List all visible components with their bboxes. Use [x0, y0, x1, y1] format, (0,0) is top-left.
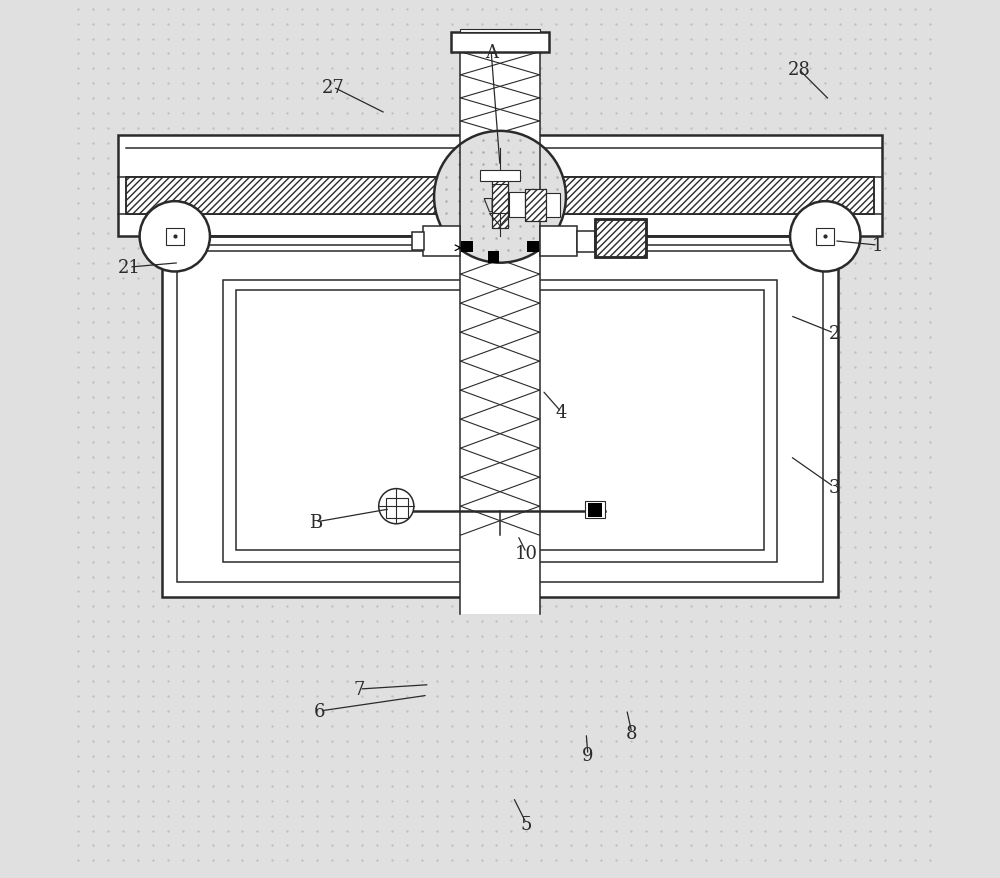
Bar	[509, 193, 525, 218]
Text: 4: 4	[556, 404, 567, 421]
Circle shape	[140, 202, 210, 272]
Text: 21: 21	[118, 259, 140, 277]
Bar	[126, 177, 874, 215]
Bar	[577, 232, 595, 253]
Bar	[585, 501, 605, 519]
Text: 3: 3	[828, 479, 840, 496]
Circle shape	[379, 489, 414, 524]
Bar	[816, 228, 834, 246]
Bar	[588, 503, 602, 517]
Bar	[166, 228, 184, 246]
Text: 28: 28	[787, 61, 810, 79]
Text: 10: 10	[515, 544, 538, 562]
Text: 1: 1	[872, 237, 884, 255]
Bar	[540, 227, 577, 256]
Text: 7: 7	[354, 680, 365, 698]
Bar	[126, 177, 874, 215]
Bar	[223, 281, 777, 562]
Bar	[461, 241, 473, 253]
Bar	[480, 171, 520, 182]
Bar	[527, 241, 539, 253]
Bar	[177, 252, 823, 582]
Text: 2: 2	[828, 325, 840, 342]
Bar	[525, 190, 546, 221]
Bar	[386, 499, 408, 519]
Text: 6: 6	[314, 702, 326, 720]
Text: 8: 8	[626, 724, 638, 742]
Bar	[595, 220, 646, 258]
Bar	[118, 136, 882, 237]
Text: 9: 9	[582, 746, 594, 764]
Text: A: A	[485, 44, 498, 61]
Bar	[546, 194, 560, 218]
Bar	[460, 30, 540, 33]
Bar	[460, 35, 540, 615]
Bar	[525, 190, 546, 221]
Circle shape	[790, 202, 860, 272]
Bar	[816, 228, 834, 246]
Text: 5: 5	[521, 815, 532, 832]
Bar	[451, 33, 549, 53]
Circle shape	[434, 132, 566, 263]
Bar	[162, 237, 838, 597]
Text: 27: 27	[322, 79, 344, 97]
Bar	[492, 180, 508, 228]
Text: B: B	[309, 514, 322, 531]
Bar	[412, 233, 424, 250]
Bar	[488, 252, 499, 263]
Bar	[492, 180, 508, 228]
Bar	[236, 291, 764, 551]
Bar	[595, 220, 646, 258]
Bar	[166, 228, 184, 246]
Bar	[423, 227, 460, 256]
